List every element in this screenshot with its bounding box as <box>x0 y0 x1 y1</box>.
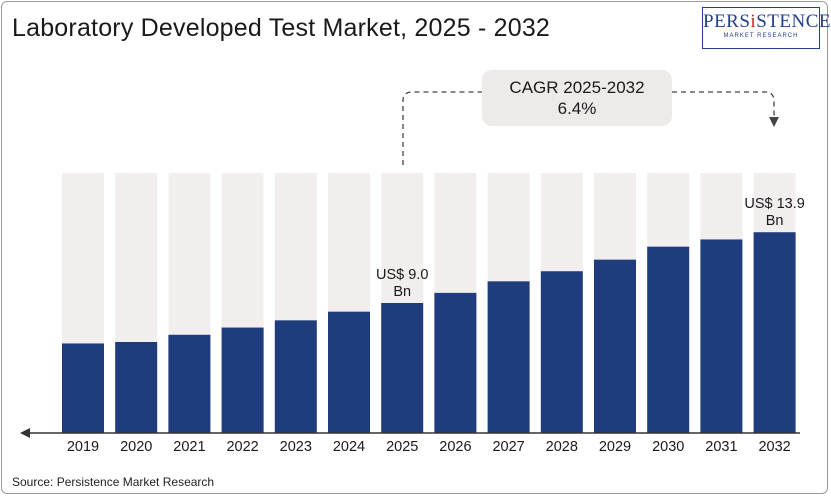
cagr-connector-right <box>672 91 775 118</box>
bar-2032 <box>753 232 796 433</box>
x-tick-2027: 2027 <box>492 439 524 455</box>
bar-2031 <box>700 239 743 433</box>
x-tick-2021: 2021 <box>173 439 205 455</box>
x-tick-2020: 2020 <box>120 439 152 455</box>
persistence-logo: PERSiSTENCE MARKET RESEARCH <box>702 7 831 49</box>
chart-title: Laboratory Developed Test Market, 2025 -… <box>12 14 551 42</box>
x-tick-labels: 2019 2020 2021 2022 2023 2024 2025 2026 2027 2028… <box>67 439 791 455</box>
value-label-2025-line1: US$ 9.0 <box>376 267 428 283</box>
cagr-label: CAGR 2025-2032 <box>509 78 645 97</box>
bar-2024 <box>328 311 370 433</box>
source-note: Source: Persistence Market Research <box>12 475 215 489</box>
x-axis-arrow <box>20 428 30 438</box>
x-tick-2026: 2026 <box>439 439 471 455</box>
x-tick-2025: 2025 <box>386 439 418 455</box>
cagr-connector <box>402 91 482 165</box>
x-tick-2030: 2030 <box>652 439 684 455</box>
x-tick-2023: 2023 <box>280 439 312 455</box>
bar-2023 <box>274 320 317 433</box>
bar-2029 <box>594 259 636 433</box>
x-tick-2028: 2028 <box>546 439 578 455</box>
x-tick-2022: 2022 <box>226 439 258 455</box>
logo-wordmark: PERSiSTENCE <box>703 11 831 32</box>
bar-2028 <box>540 271 583 433</box>
cagr-callout: CAGR 2025-2032 6.4% <box>482 70 672 126</box>
x-tick-2024: 2024 <box>333 439 365 455</box>
bar-2027 <box>487 281 530 433</box>
cagr-value: 6.4% <box>557 99 597 118</box>
x-tick-2019: 2019 <box>67 439 99 455</box>
bar-2020 <box>115 342 158 433</box>
bar-2025 <box>381 303 424 433</box>
x-tick-2032: 2032 <box>758 439 790 455</box>
x-tick-2031: 2031 <box>705 439 737 455</box>
bar-2019 <box>62 343 104 433</box>
value-label-2025-line2: Bn <box>393 284 411 300</box>
x-tick-2029: 2029 <box>599 439 631 455</box>
value-label-2032-line2: Bn <box>766 213 784 229</box>
cagr-arrowhead <box>769 117 779 127</box>
bars <box>62 232 796 433</box>
bar-2026 <box>434 292 477 433</box>
bar-2022 <box>221 327 264 433</box>
logo-tagline: MARKET RESEARCH <box>723 33 799 39</box>
bar-2021 <box>168 334 211 433</box>
bar-2030 <box>647 246 690 433</box>
value-label-2032-line1: US$ 13.9 <box>744 196 804 212</box>
